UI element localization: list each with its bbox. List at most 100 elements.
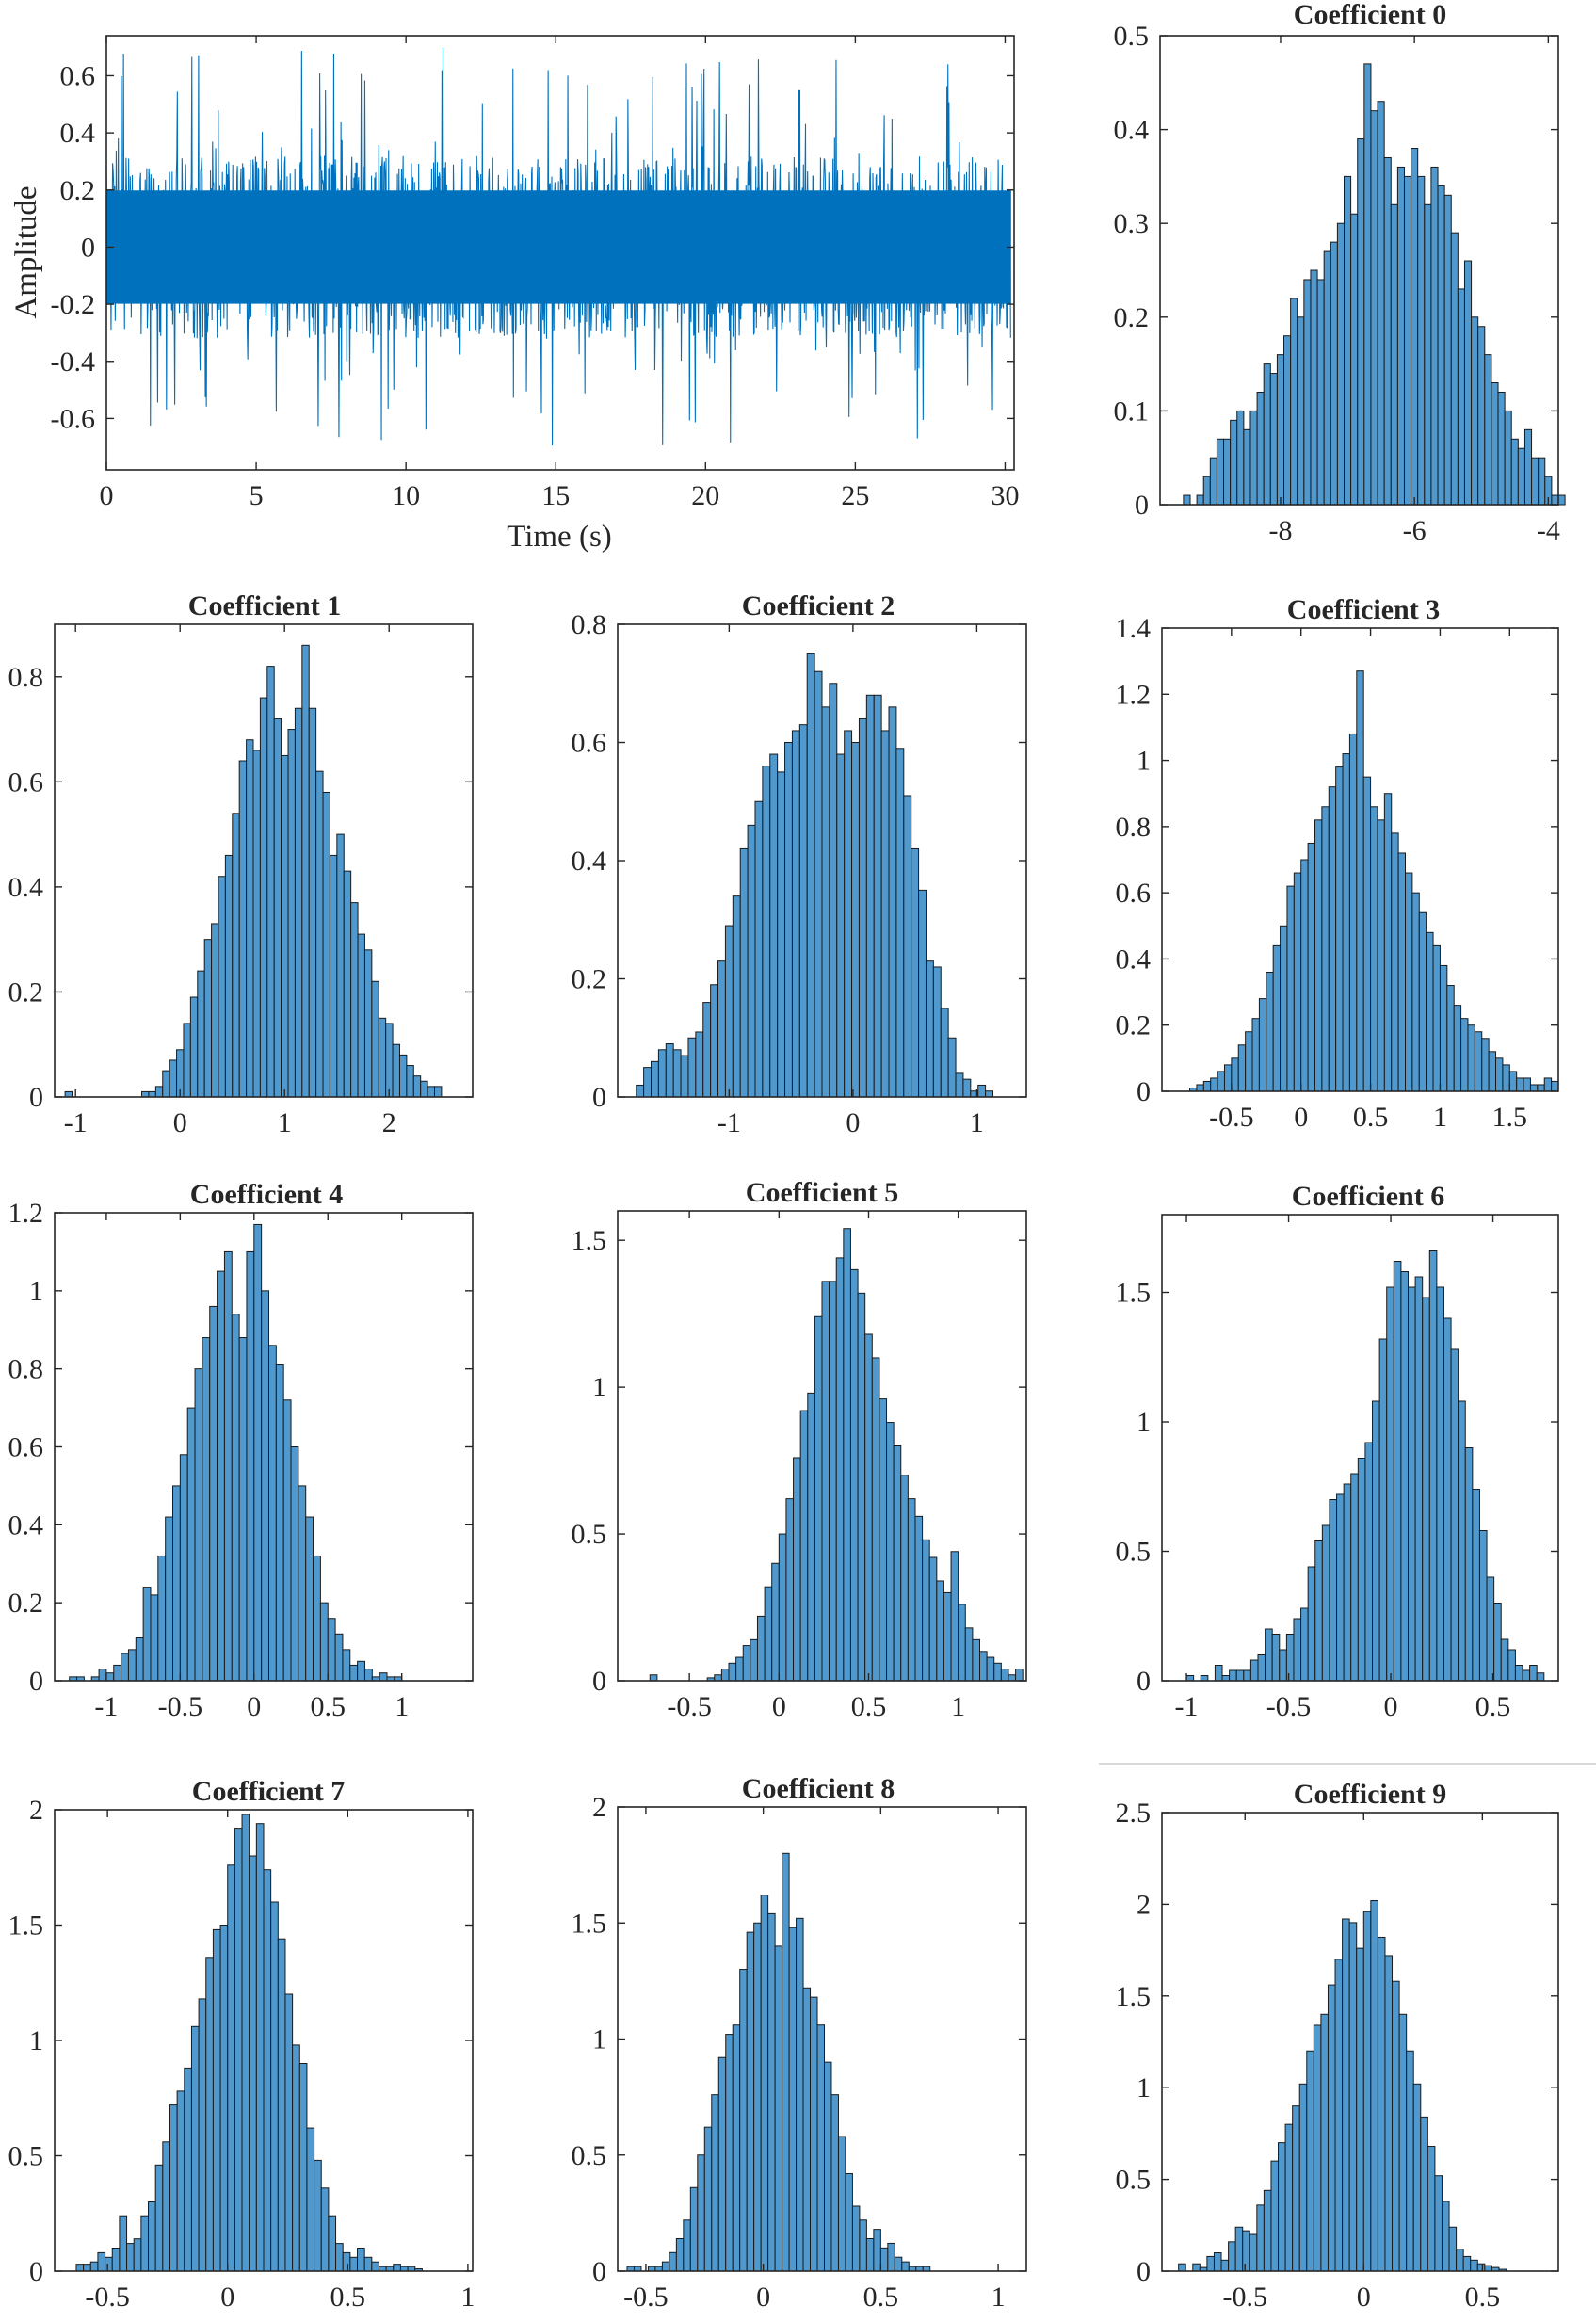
- histogram-bar: [1538, 457, 1546, 506]
- y-tick-label: 0: [592, 1666, 606, 1697]
- histogram-bar: [1285, 1634, 1295, 1682]
- histogram-bar: [284, 1993, 294, 2272]
- histogram-bar: [1327, 1984, 1336, 2272]
- x-tick-label: -0.5: [158, 1691, 203, 1722]
- histogram-bar: [1192, 2263, 1201, 2272]
- histogram-bar: [799, 1410, 809, 1682]
- histogram-bar: [1502, 1064, 1510, 1092]
- histogram-bar: [720, 1669, 730, 1682]
- histogram-bar: [1432, 944, 1441, 1092]
- histogram-bar: [162, 1070, 170, 1098]
- y-tick-label: 0.4: [8, 872, 44, 903]
- y-tick-label: 0.4: [60, 118, 96, 149]
- histogram-bar: [261, 1290, 269, 1682]
- y-tick-label: 0.5: [1116, 2165, 1152, 2196]
- histogram-bar: [218, 876, 226, 1098]
- histogram-bar: [1334, 1959, 1344, 2272]
- histogram-bar: [393, 2264, 401, 2272]
- histogram-bar: [1514, 1665, 1523, 1682]
- histogram-bar: [349, 1664, 359, 1682]
- plot-area: -0.5 0 0.5 0 0.5 1 1.5 2 2.5: [1116, 1798, 1559, 2313]
- x-tick-label: 0.5: [1465, 2282, 1501, 2313]
- x-tick-label: 0.5: [863, 2282, 899, 2313]
- histogram-bar: [378, 1017, 387, 1098]
- histogram-bar: [1458, 1400, 1466, 1682]
- histogram-bar: [1472, 1489, 1480, 1682]
- histogram-bar: [64, 1090, 73, 1098]
- histogram-bar: [1446, 985, 1455, 1092]
- histogram-bar: [1397, 852, 1407, 1092]
- histogram-bar: [327, 1618, 336, 1682]
- histogram-bar: [1481, 1038, 1490, 1092]
- histogram-bar: [1531, 457, 1540, 506]
- x-tick-label: 1: [395, 1691, 409, 1722]
- histogram-bar: [829, 1281, 837, 1682]
- histogram-bar: [1363, 63, 1372, 506]
- histogram-bar: [1517, 447, 1525, 506]
- x-tick-label: 0: [772, 1691, 786, 1722]
- histogram-bar: [940, 1008, 949, 1098]
- histogram-bar: [266, 666, 275, 1098]
- histogram-bar: [1370, 110, 1378, 506]
- histogram-bar: [1372, 1400, 1380, 1682]
- histogram-bar: [379, 1672, 388, 1682]
- histogram-bar: [835, 1257, 845, 1682]
- y-tick-label: 0.5: [572, 2140, 607, 2171]
- histogram-coefficient-3: Coefficient 3 -0.5 0 0.5 1 1.5 0 0.2 0.4 0.6 0.8 1…: [1116, 594, 1559, 1133]
- histogram-bar: [675, 2237, 685, 2272]
- histogram-bar: [710, 984, 719, 1098]
- histogram-bar: [183, 1023, 191, 1098]
- histogram-bar: [1383, 156, 1392, 506]
- histogram-bar: [1231, 1057, 1239, 1092]
- histogram-bar: [728, 1662, 737, 1682]
- histogram-bar: [305, 1516, 314, 1682]
- histogram-bar: [148, 1090, 156, 1098]
- histogram-bar: [661, 2261, 670, 2272]
- histogram-bar: [154, 2164, 164, 2272]
- histogram-bar: [665, 1043, 674, 1098]
- histogram-bar: [836, 753, 846, 1098]
- histogram-bar: [784, 742, 793, 1098]
- histogram-bar: [165, 1516, 174, 1682]
- histogram-bar: [252, 750, 261, 1098]
- histogram-bar: [1439, 964, 1448, 1092]
- histogram-bar: [219, 1925, 229, 2272]
- histogram-bar: [711, 2094, 719, 2272]
- histogram-bar: [1321, 806, 1330, 1092]
- x-tick-label: 0: [1384, 1691, 1398, 1722]
- histogram-bar: [1221, 1675, 1231, 1682]
- histogram-bar: [821, 706, 830, 1098]
- histogram-bar: [1414, 1276, 1424, 1682]
- histogram-bar: [849, 1268, 859, 1682]
- histogram-bar: [334, 1633, 344, 1682]
- panel-title: Coefficient 9: [1294, 1779, 1446, 1810]
- histogram-bar: [911, 847, 920, 1098]
- histogram-bar: [1357, 138, 1365, 506]
- histogram-bar: [1495, 1057, 1504, 1092]
- histogram-bar: [1213, 2252, 1222, 2272]
- x-tick-label: 0.5: [330, 2282, 366, 2313]
- histogram-bar: [1336, 222, 1346, 506]
- histogram-bar: [943, 1591, 952, 1682]
- histogram-bar: [298, 1485, 307, 1682]
- panel-title: Coefficient 7: [192, 1776, 345, 1807]
- x-tick-label: 0: [846, 1107, 860, 1138]
- histogram-bar: [810, 1996, 818, 2272]
- histogram-bar: [113, 1664, 122, 1682]
- histogram-bar: [224, 854, 234, 1098]
- histogram-bar: [1493, 1603, 1502, 1682]
- histogram-bar: [1417, 175, 1426, 506]
- histogram-bar: [1418, 911, 1427, 1092]
- histogram-bar: [669, 2251, 677, 2272]
- histogram-bar: [1321, 1524, 1330, 1682]
- x-tick-label: -1: [94, 1691, 118, 1722]
- histogram-bar: [1557, 494, 1566, 506]
- histogram-bar: [357, 1660, 365, 1682]
- histogram-bar: [1441, 2201, 1450, 2272]
- histogram-bar: [1551, 1080, 1559, 1092]
- histogram-bar: [914, 1515, 924, 1682]
- histogram-bar: [197, 970, 205, 1098]
- y-tick-label: 1.2: [1116, 679, 1152, 710]
- x-tick-label: 1: [460, 2282, 475, 2313]
